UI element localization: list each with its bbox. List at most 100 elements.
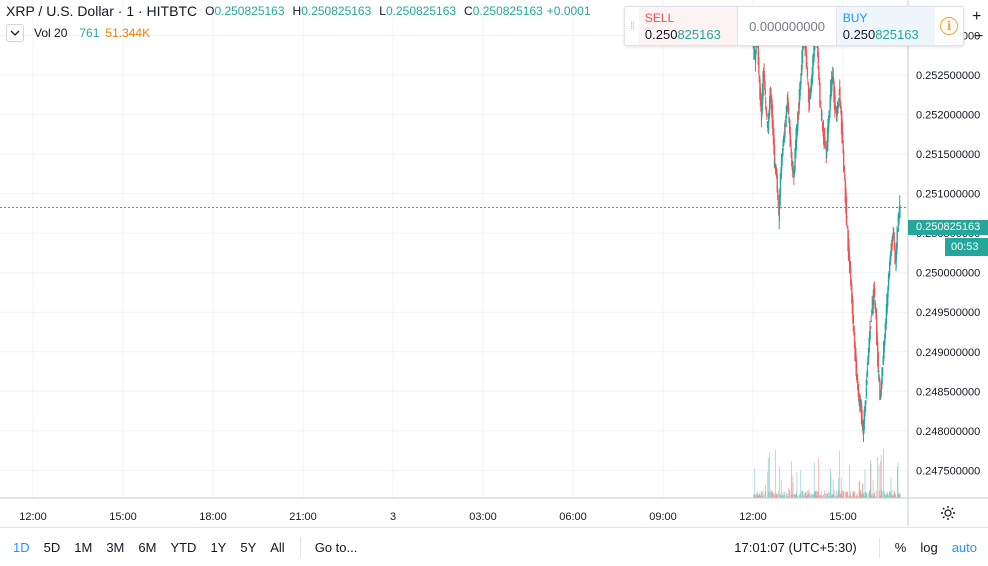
range-1d-button[interactable]: 1D <box>13 539 30 555</box>
candle-body <box>871 320 872 322</box>
volume-bar <box>772 492 774 498</box>
volume-bar <box>830 469 831 498</box>
buy-price-main: 0.250 <box>842 27 876 42</box>
candle-body <box>766 114 768 118</box>
volume-bar <box>874 492 876 498</box>
last-price-label: 0.250825163 <box>908 220 988 235</box>
volume-bar <box>761 496 763 498</box>
volume-bar <box>790 495 792 498</box>
open-value: 0.250825163 <box>214 4 285 18</box>
volume-bar <box>759 494 761 498</box>
buy-button[interactable]: BUY 0.250825163 <box>835 7 936 45</box>
candle-body <box>866 380 868 385</box>
range-5y-button[interactable]: 5Y <box>240 539 257 555</box>
volume-bar <box>792 482 794 498</box>
sell-button[interactable]: SELL 0.250825163 <box>638 7 739 45</box>
y-tick-label: 0.251000000 <box>916 189 980 201</box>
volume-bar <box>787 487 789 498</box>
percent-toggle[interactable]: % <box>894 540 907 555</box>
volume-bar <box>893 495 895 498</box>
range-1m-button[interactable]: 1M <box>74 539 93 555</box>
range-6m-button[interactable]: 6M <box>138 539 157 555</box>
volume-bar <box>875 496 877 498</box>
candle-body <box>763 74 764 96</box>
candle-body <box>756 46 757 54</box>
volume-bar <box>758 494 759 498</box>
goto-button[interactable]: Go to... <box>314 539 358 555</box>
volume-bar <box>768 452 770 498</box>
y-tick-label: 0.251500000 <box>916 149 980 161</box>
volume-bar <box>889 490 891 498</box>
clock-display[interactable]: 17:01:07 (UTC+5:30) <box>734 540 857 555</box>
volume-bar <box>837 491 839 498</box>
trade-panel: ⁞⁞ SELL 0.250825163 0.000000000 BUY 0.25… <box>624 6 964 46</box>
volume-label: Vol 20 <box>34 26 68 40</box>
candle-body <box>764 70 765 74</box>
log-toggle[interactable]: log <box>920 540 938 555</box>
sell-price-main: 0.250 <box>644 27 678 42</box>
candle-body <box>803 48 804 50</box>
y-tick-label: 0.252500000 <box>916 70 980 82</box>
volume-bar <box>766 496 768 498</box>
volume-bar <box>837 496 838 498</box>
candle-body <box>872 304 873 315</box>
volume-bar <box>765 496 767 498</box>
volume-bar <box>854 492 856 498</box>
volume-bar <box>887 491 889 498</box>
volume-bar <box>854 496 856 498</box>
volume-bar <box>898 492 899 498</box>
auto-scale-toggle[interactable]: auto <box>951 540 977 555</box>
range-3m-button[interactable]: 3M <box>106 539 125 555</box>
volume-bar <box>874 496 876 498</box>
drag-handle-icon[interactable]: ⁞⁞ <box>630 20 635 32</box>
candle-body <box>849 256 851 266</box>
volume-bar <box>753 494 755 498</box>
x-tick-label: 06:00 <box>559 511 587 523</box>
symbol-title[interactable]: XRP / U.S. Dollar · 1 · HITBTC <box>6 3 198 19</box>
candle-body <box>886 308 888 324</box>
volume-bar <box>891 495 892 498</box>
range-ytd-button[interactable]: YTD <box>170 539 197 555</box>
zoom-in-button[interactable]: + <box>972 8 982 25</box>
chart-area[interactable]: 0.2530000000.2525000000.2520000000.25150… <box>0 0 988 526</box>
candle-body <box>838 98 840 101</box>
info-button[interactable]: i <box>935 7 963 45</box>
volume-bar <box>832 479 834 498</box>
gear-icon[interactable] <box>940 505 956 521</box>
x-tick-label: 18:00 <box>199 511 227 523</box>
range-5d-button[interactable]: 5D <box>43 539 61 555</box>
volume-bar <box>826 496 828 498</box>
volume-bar <box>882 491 884 498</box>
volume-ma-value: 51.344K <box>105 26 151 40</box>
volume-bar <box>807 490 809 498</box>
volume-bar <box>870 460 871 498</box>
volume-bar <box>807 490 809 498</box>
volume-bar <box>756 494 758 498</box>
candle-body <box>870 326 872 328</box>
volume-bar <box>865 492 866 498</box>
volume-bar <box>866 492 868 498</box>
candle-body <box>783 140 785 146</box>
volume-bar <box>883 448 884 498</box>
candle-body <box>852 299 854 319</box>
volume-bar <box>839 451 841 498</box>
candle-body <box>791 148 792 153</box>
candle-body <box>889 263 891 277</box>
candle-body <box>768 120 770 131</box>
volume-bar <box>808 493 810 498</box>
price-chart[interactable]: 0.2530000000.2525000000.2520000000.25150… <box>0 0 988 526</box>
candle-body <box>812 61 814 76</box>
volume-bar <box>879 495 881 498</box>
candle-body <box>850 268 852 285</box>
volume-bar <box>774 496 776 498</box>
range-all-button[interactable]: All <box>270 539 285 555</box>
range-1y-button[interactable]: 1Y <box>210 539 227 555</box>
collapse-legend-button[interactable] <box>6 24 24 42</box>
volume-bar <box>825 493 826 498</box>
volume-bar <box>861 483 863 498</box>
zoom-out-button[interactable]: − <box>974 28 984 45</box>
x-tick-label: 09:00 <box>649 511 677 523</box>
volume-bar <box>768 492 770 498</box>
volume-bar <box>757 491 758 498</box>
volume-bar <box>779 466 781 498</box>
